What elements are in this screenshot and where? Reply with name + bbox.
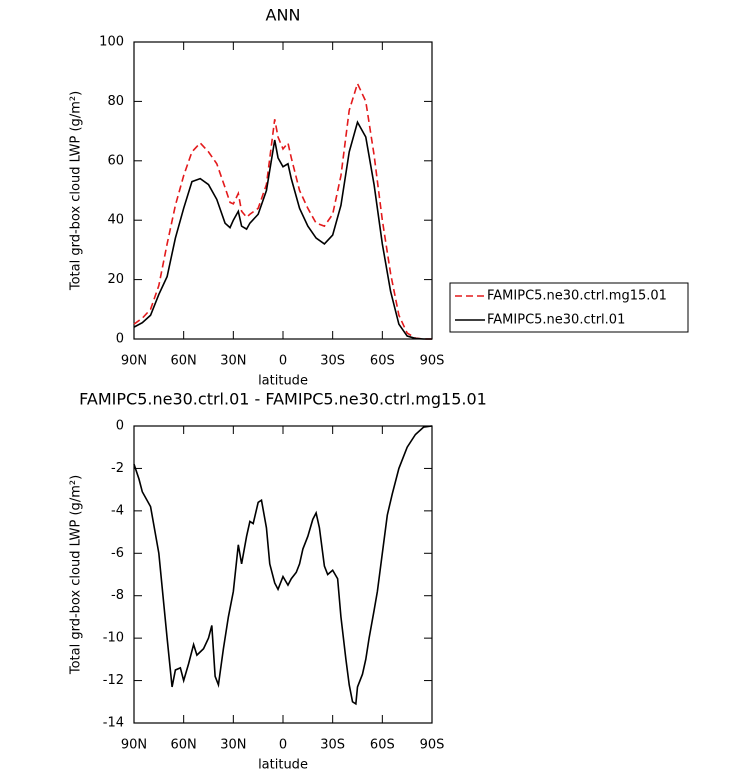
legend-label: FAMIPC5.ne30.ctrl.01 xyxy=(487,313,625,328)
x-tick-label: 0 xyxy=(279,738,287,753)
x-tick-label: 60N xyxy=(171,738,197,753)
x-tick-label: 60N xyxy=(171,354,197,369)
y-tick-label: -8 xyxy=(111,588,124,603)
x-axis-label: latitude xyxy=(258,374,308,389)
y-tick-label: 80 xyxy=(107,94,124,109)
y-tick-label: 0 xyxy=(116,419,124,434)
y-tick-label: -4 xyxy=(111,503,124,518)
legend-label: FAMIPC5.ne30.ctrl.mg15.01 xyxy=(487,289,667,304)
series-line xyxy=(133,81,432,340)
chart-title: ANN xyxy=(266,6,301,25)
x-axis-label: latitude xyxy=(258,758,308,773)
x-tick-label: 90S xyxy=(420,738,445,753)
y-tick-label: 20 xyxy=(107,272,124,287)
y-tick-label: 60 xyxy=(107,153,124,168)
y-axis-label: Total grd-box cloud LWP (g/m²) xyxy=(69,91,84,291)
x-tick-label: 30N xyxy=(220,738,246,753)
x-tick-label: 30S xyxy=(320,738,345,753)
legend-box xyxy=(449,282,689,333)
x-tick-label: 90S xyxy=(420,354,445,369)
y-axis-label: Total grd-box cloud LWP (g/m²) xyxy=(69,475,84,675)
plot-frame xyxy=(133,425,433,724)
series-line xyxy=(133,425,433,706)
x-tick-label: 60S xyxy=(370,738,395,753)
series-line xyxy=(133,120,432,340)
x-tick-label: 30N xyxy=(220,354,246,369)
x-tick-label: 0 xyxy=(279,354,287,369)
y-tick-label: -12 xyxy=(103,673,124,688)
x-tick-label: 30S xyxy=(320,354,345,369)
y-tick-label: -6 xyxy=(111,546,124,561)
y-tick-label: 0 xyxy=(116,332,124,347)
y-tick-label: 40 xyxy=(107,213,124,228)
x-tick-label: 90N xyxy=(121,738,147,753)
y-tick-label: 100 xyxy=(99,35,124,50)
x-tick-label: 60S xyxy=(370,354,395,369)
x-tick-label: 90N xyxy=(121,354,147,369)
y-tick-label: -10 xyxy=(103,631,124,646)
y-tick-label: -14 xyxy=(103,716,124,731)
chart-title: FAMIPC5.ne30.ctrl.01 - FAMIPC5.ne30.ctrl… xyxy=(79,390,487,409)
y-tick-label: -2 xyxy=(111,461,124,476)
